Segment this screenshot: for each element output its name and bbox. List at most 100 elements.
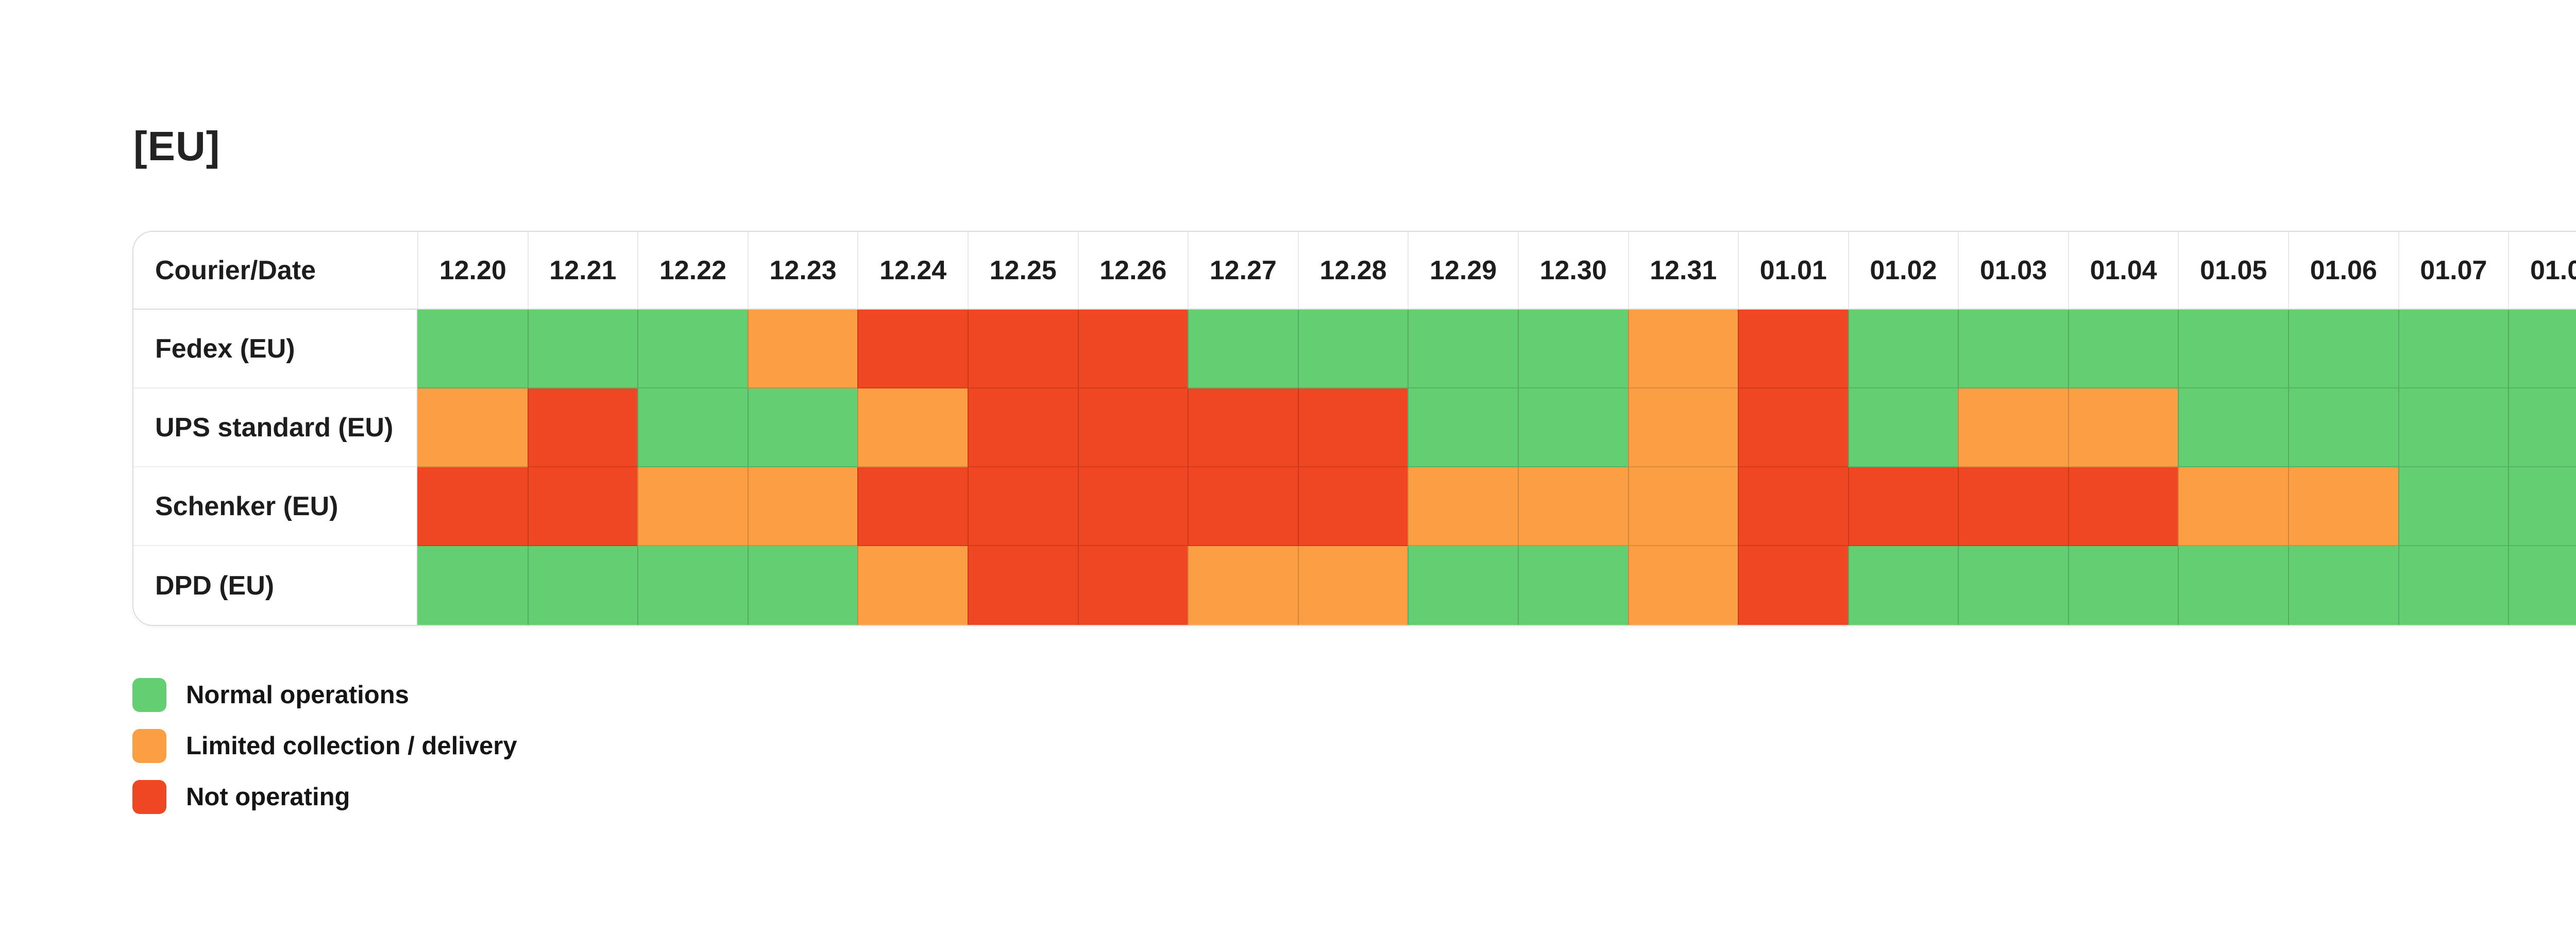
status-cell-not-operating xyxy=(417,467,528,546)
status-cell-normal xyxy=(1408,546,1518,625)
status-cell-normal xyxy=(1188,310,1298,388)
date-header: 12.21 xyxy=(527,232,638,310)
courier-row-label: Schenker (EU) xyxy=(133,467,417,546)
date-header: 01.07 xyxy=(2398,232,2509,310)
status-cell-normal xyxy=(2508,310,2576,388)
date-header: 01.05 xyxy=(2178,232,2289,310)
status-cell-limited xyxy=(1517,467,1628,546)
legend-item: Normal operations xyxy=(132,678,517,712)
status-cell-not-operating xyxy=(1738,546,1848,625)
status-cell-not-operating xyxy=(1297,388,1408,467)
status-cell-normal xyxy=(2067,546,2178,625)
status-cell-normal xyxy=(1848,310,1958,388)
status-cell-not-operating xyxy=(1738,310,1848,388)
date-header: 12.25 xyxy=(967,232,1078,310)
status-cell-limited xyxy=(1628,467,1738,546)
legend: Normal operations Limited collection / de… xyxy=(132,678,517,814)
status-cell-normal xyxy=(2288,310,2398,388)
status-cell-normal xyxy=(747,388,858,467)
status-cell-limited xyxy=(2067,388,2178,467)
courier-row-label: Fedex (EU) xyxy=(133,310,417,388)
legend-item: Limited collection / delivery xyxy=(132,729,517,763)
date-header: 01.04 xyxy=(2067,232,2178,310)
status-cell-not-operating xyxy=(1738,467,1848,546)
status-cell-normal xyxy=(2398,388,2509,467)
status-cell-normal xyxy=(2288,546,2398,625)
status-cell-normal xyxy=(1848,388,1958,467)
status-cell-not-operating xyxy=(967,388,1078,467)
status-cell-normal xyxy=(527,310,638,388)
page-title: [EU] xyxy=(133,123,221,169)
legend-swatch-limited xyxy=(132,729,166,763)
status-grid: Courier/Date 12.20 12.21 12.22 12.23 12.24 12… xyxy=(133,232,2576,625)
legend-item: Not operating xyxy=(132,780,517,814)
status-cell-not-operating xyxy=(857,310,968,388)
status-cell-limited xyxy=(857,388,968,467)
legend-label: Normal operations xyxy=(186,681,409,709)
date-header: 01.06 xyxy=(2288,232,2398,310)
status-cell-normal xyxy=(637,546,748,625)
date-header: 12.29 xyxy=(1408,232,1518,310)
status-cell-normal xyxy=(2178,310,2289,388)
status-cell-normal xyxy=(1297,310,1408,388)
status-cell-normal xyxy=(527,546,638,625)
status-cell-limited xyxy=(417,388,528,467)
status-cell-limited xyxy=(747,310,858,388)
date-header: 01.08 xyxy=(2508,232,2576,310)
corner-header: Courier/Date xyxy=(133,232,417,310)
status-cell-normal xyxy=(637,388,748,467)
status-cell-normal xyxy=(1408,388,1518,467)
status-cell-not-operating xyxy=(1848,467,1958,546)
status-cell-not-operating xyxy=(1188,467,1298,546)
date-header: 12.23 xyxy=(747,232,858,310)
legend-swatch-normal xyxy=(132,678,166,712)
status-cell-normal xyxy=(1517,388,1628,467)
status-cell-not-operating xyxy=(527,467,638,546)
status-cell-limited xyxy=(1297,546,1408,625)
status-cell-normal xyxy=(2288,388,2398,467)
status-cell-normal xyxy=(1517,546,1628,625)
legend-label: Not operating xyxy=(186,783,350,811)
status-cell-not-operating xyxy=(1297,467,1408,546)
status-cell-limited xyxy=(2178,467,2289,546)
date-header: 12.27 xyxy=(1188,232,1298,310)
status-cell-limited xyxy=(1628,310,1738,388)
status-cell-normal xyxy=(2398,467,2509,546)
status-cell-limited xyxy=(747,467,858,546)
status-cell-normal xyxy=(1517,310,1628,388)
status-cell-limited xyxy=(1958,388,2068,467)
status-cell-not-operating xyxy=(857,467,968,546)
status-cell-normal xyxy=(2398,546,2509,625)
status-cell-limited xyxy=(857,546,968,625)
status-cell-not-operating xyxy=(967,546,1078,625)
status-cell-normal xyxy=(2508,546,2576,625)
status-cell-normal xyxy=(417,310,528,388)
status-cell-not-operating xyxy=(1958,467,2068,546)
status-cell-normal xyxy=(1958,546,2068,625)
date-header: 12.20 xyxy=(417,232,528,310)
date-header: 01.02 xyxy=(1848,232,1958,310)
status-cell-limited xyxy=(1628,388,1738,467)
status-cell-not-operating xyxy=(967,467,1078,546)
date-header: 12.24 xyxy=(857,232,968,310)
legend-swatch-not-operating xyxy=(132,780,166,814)
status-cell-not-operating xyxy=(527,388,638,467)
status-cell-normal xyxy=(417,546,528,625)
status-cell-normal xyxy=(2508,467,2576,546)
status-cell-not-operating xyxy=(1077,467,1188,546)
status-cell-limited xyxy=(1628,546,1738,625)
status-cell-normal xyxy=(2178,388,2289,467)
status-cell-normal xyxy=(1848,546,1958,625)
status-cell-normal xyxy=(2067,310,2178,388)
status-cell-not-operating xyxy=(1188,388,1298,467)
date-header: 12.28 xyxy=(1297,232,1408,310)
status-cell-not-operating xyxy=(1077,546,1188,625)
legend-label: Limited collection / delivery xyxy=(186,732,517,760)
status-cell-normal xyxy=(1958,310,2068,388)
status-cell-normal xyxy=(2508,388,2576,467)
date-header: 01.01 xyxy=(1738,232,1848,310)
status-cell-not-operating xyxy=(1077,310,1188,388)
status-cell-normal xyxy=(637,310,748,388)
status-cell-not-operating xyxy=(1738,388,1848,467)
status-cell-normal xyxy=(2398,310,2509,388)
